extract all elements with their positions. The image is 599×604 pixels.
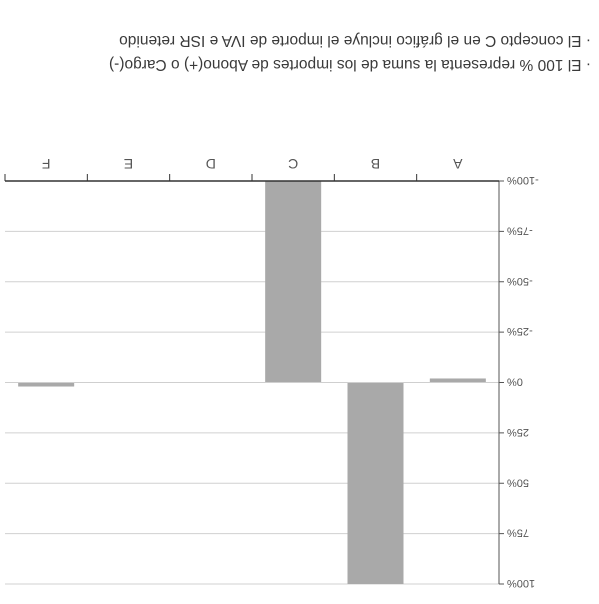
y-tick-label: 100% [507,577,535,589]
y-tick-label: -75% [507,224,533,236]
x-tick-label: C [288,156,298,172]
x-tick-label: F [42,156,51,172]
y-tick-label: 75% [507,527,529,539]
y-tick-label: 50% [507,476,529,488]
footnote-percentage: · El 100 % representa la suma de los imp… [108,56,591,73]
x-tick-label: A [453,156,463,172]
bar-c [265,181,322,383]
bar-f [18,382,75,387]
x-tick-label: D [206,156,216,172]
bar-a [429,378,486,383]
bar-b [347,382,404,584]
y-tick-label: 0% [507,376,523,388]
y-tick-label: 25% [507,426,529,438]
y-tick-label: -25% [507,325,533,337]
y-tick-label: -50% [507,275,533,287]
footnote-concept-c: · El concepto C en el gráfico incluye el… [119,32,591,49]
x-tick-label: B [371,156,380,172]
x-tick-label: E [124,156,133,172]
y-tick-label: -100% [507,174,539,186]
